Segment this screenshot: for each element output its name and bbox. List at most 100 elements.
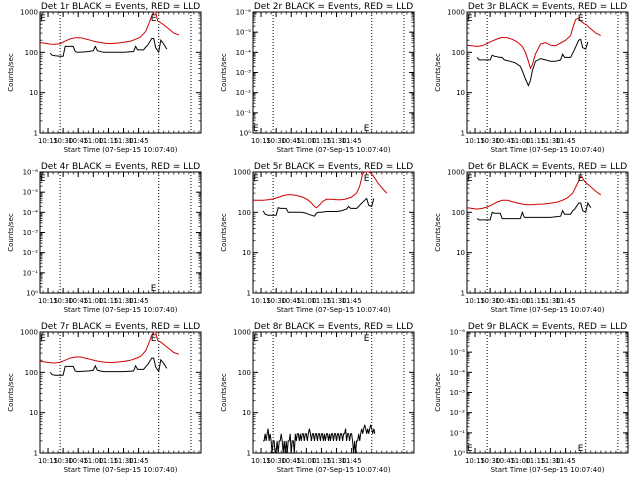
x-tick-label: 11:00 [296, 137, 316, 145]
x-tick-label: 11:45 [129, 457, 149, 465]
x-tick-label: 11:30 [540, 457, 560, 465]
plot-frame [252, 331, 415, 454]
x-tick-label: 11:30 [113, 457, 133, 465]
x-tick-label: 11:30 [326, 137, 346, 145]
y-tick-label: 10⁰ [453, 450, 465, 458]
y-tick-label: 10⁻⁵ [23, 189, 39, 197]
x-tick-label: 10:30 [266, 297, 286, 305]
y-tick-label: 10⁰ [239, 130, 251, 138]
e-marker-label: E [364, 124, 370, 134]
x-tick-label: 11:45 [342, 137, 362, 145]
y-tick-label: 100 [25, 369, 38, 377]
x-tick-label: 10:45 [68, 457, 88, 465]
x-tick-label: 11:30 [113, 297, 133, 305]
y-tick-label: 10⁻³ [23, 229, 39, 237]
chart-panel-1: Det 1r BLACK = Events, RED = LLD 1 10 100 10… [7, 2, 202, 154]
y-tick-label: 100 [238, 209, 251, 217]
y-axis-label: Counts/sec [7, 53, 15, 92]
y-tick-label: 10⁻⁴ [450, 369, 466, 377]
x-tick-label: 10:45 [495, 297, 515, 305]
series-events-line [263, 424, 376, 454]
x-tick-label: 10:15 [251, 297, 271, 305]
e-marker-label: E [151, 334, 157, 344]
y-tick-label: 10 [29, 89, 38, 97]
x-tick-label: 10:15 [251, 457, 271, 465]
x-tick-label: 11:45 [556, 297, 576, 305]
y-axis-label: Counts/sec [220, 373, 228, 412]
x-tick-label: 10:15 [38, 137, 58, 145]
chart-panel-3: Det 3r BLACK = Events, RED = LLD 1 10 100 10… [434, 2, 629, 154]
x-tick-label: 10:45 [68, 137, 88, 145]
y-tick-label: 10⁻² [450, 409, 466, 417]
y-tick-label: 10⁰ [26, 290, 38, 298]
e-marker-label: E [40, 334, 46, 344]
chart-panel-6: Det 6r BLACK = Events, RED = LLD 1 10 100 10… [434, 162, 629, 314]
e-marker-label: E [253, 124, 259, 134]
y-tick-label: 1000 [20, 9, 38, 17]
e-marker-label: E [40, 174, 46, 184]
chart-panel-5: Det 5r BLACK = Events, RED = LLD 1 10 100 10… [220, 162, 415, 314]
y-axis-label: Counts/sec [7, 373, 15, 412]
x-tick-label: 10:30 [266, 137, 286, 145]
y-tick-label: 10⁻¹ [450, 429, 466, 437]
x-tick-label: 11:00 [83, 137, 103, 145]
chart-panel-4: Det 4r BLACK = Events, RED = LLD 10⁰ 10⁻¹ 1… [7, 162, 202, 314]
plot-frame [252, 11, 415, 134]
y-tick-label: 1 [461, 130, 465, 138]
x-tick-label: 11:45 [342, 297, 362, 305]
e-marker-label: E [151, 284, 157, 294]
series-events-line [476, 201, 592, 221]
y-tick-label: 10⁻⁵ [236, 29, 252, 37]
y-tick-label: 10⁻⁶ [450, 329, 466, 337]
x-tick-label: 11:15 [311, 457, 331, 465]
x-tick-label: 10:15 [465, 297, 485, 305]
series-events-line [262, 197, 375, 217]
e-marker-label: E [151, 14, 157, 24]
chart-title: Det 4r BLACK = Events, RED = LLD [41, 162, 200, 172]
x-tick-label: 11:15 [525, 457, 545, 465]
x-tick-label: 11:15 [525, 297, 545, 305]
chart-title: Det 6r BLACK = Events, RED = LLD [468, 162, 627, 172]
x-tick-label: 11:00 [296, 457, 316, 465]
x-tick-label: 11:15 [98, 457, 118, 465]
chart-title: Det 1r BLACK = Events, RED = LLD [41, 2, 200, 12]
plot-frame [39, 331, 202, 454]
chart-panel-2: Det 2r BLACK = Events, RED = LLD 10⁰ 10⁻¹ 1… [220, 2, 415, 154]
series-lld-line [253, 171, 388, 209]
chart-title: Det 2r BLACK = Events, RED = LLD [254, 2, 413, 12]
chart-title: Det 9r BLACK = Events, RED = LLD [468, 322, 627, 332]
y-axis-label: Counts/sec [434, 53, 442, 92]
chart-title: Det 7r BLACK = Events, RED = LLD [41, 322, 200, 332]
y-tick-label: 10⁻¹ [23, 269, 39, 277]
y-axis-label: Counts/sec [220, 213, 228, 252]
series-lld-line [39, 331, 180, 364]
x-tick-label: 11:30 [540, 297, 560, 305]
x-tick-label: 11:30 [113, 137, 133, 145]
e-marker-label: E [40, 14, 46, 24]
x-axis-label: Start Time (07-Sep-15 10:07:40) [491, 306, 605, 314]
e-marker-label: E [467, 174, 473, 184]
chart-panel-8: Det 8r BLACK = Events, RED = LLD 1 10 100 10… [220, 322, 415, 474]
x-tick-label: 11:45 [129, 137, 149, 145]
y-tick-label: 100 [238, 369, 251, 377]
x-tick-label: 11:15 [98, 297, 118, 305]
chart-title: Det 8r BLACK = Events, RED = LLD [254, 322, 413, 332]
x-tick-label: 11:00 [83, 457, 103, 465]
x-tick-label: 10:30 [480, 457, 500, 465]
x-axis-label: Start Time (07-Sep-15 10:07:40) [64, 306, 178, 314]
y-tick-label: 1000 [233, 169, 251, 177]
y-tick-label: 10⁻² [236, 89, 252, 97]
x-tick-label: 11:45 [556, 137, 576, 145]
x-tick-label: 10:30 [53, 457, 73, 465]
series-lld-line [466, 174, 602, 210]
y-tick-label: 1 [461, 290, 465, 298]
x-tick-label: 10:15 [465, 457, 485, 465]
y-tick-label: 100 [25, 49, 38, 57]
x-axis-label: Start Time (07-Sep-15 10:07:40) [64, 146, 178, 154]
x-tick-label: 10:45 [281, 297, 301, 305]
x-axis-label: Start Time (07-Sep-15 10:07:40) [277, 306, 391, 314]
y-tick-label: 1 [247, 290, 251, 298]
plot-frame [466, 171, 629, 294]
y-tick-label: 1 [34, 130, 38, 138]
x-tick-label: 11:45 [342, 457, 362, 465]
